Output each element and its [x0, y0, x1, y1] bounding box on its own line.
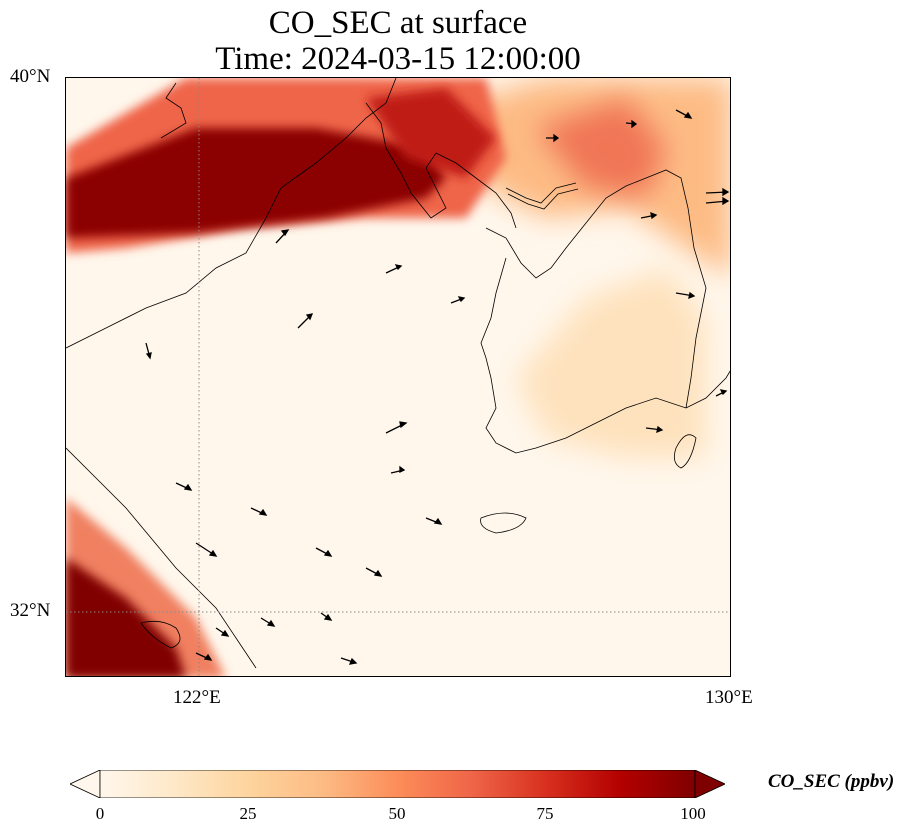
lon-label-122: 122°E — [173, 687, 221, 708]
wind-vectors — [145, 109, 730, 665]
colorbar-tick-0: 0 — [95, 804, 105, 823]
north-band-core — [66, 128, 446, 238]
map-panel — [65, 77, 731, 677]
lat-label-32: 32°N — [10, 600, 51, 621]
colorbar-tick-100: 100 — [680, 804, 706, 823]
gridlines — [66, 78, 730, 676]
colorbar-label: CO_SEC (ppbv) — [768, 771, 895, 792]
colorbar-tick-50: 50 — [388, 804, 406, 823]
coastlines — [66, 78, 730, 669]
colorbar-extend-high — [694, 770, 725, 798]
colorbar-tick-75: 75 — [536, 804, 554, 823]
north-band-east — [366, 88, 496, 178]
lat-label-40: 40°N — [10, 66, 51, 87]
colorbar-tick-25: 25 — [239, 804, 257, 823]
colorbar-gradient — [99, 770, 696, 798]
lon-label-130: 130°E — [705, 687, 753, 708]
shanghai-plume-core — [66, 558, 186, 676]
colorbar — [70, 770, 725, 798]
korea-low-plume — [516, 268, 706, 458]
map-title: CO_SEC at surface — [268, 5, 528, 41]
map-subtitle-time: Time: 2024-03-15 12:00:00 — [215, 41, 581, 77]
colorbar-extend-low — [70, 770, 101, 798]
concentration-map — [66, 78, 730, 676]
